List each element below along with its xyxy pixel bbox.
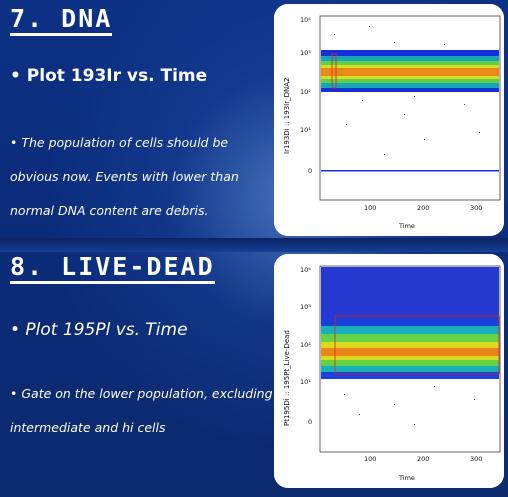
y-axis-label: Ir193Di :: 193Ir_DNA2 [283, 78, 291, 154]
y-tick-label: 10² [300, 88, 311, 96]
x-tick-label: 200 [417, 455, 429, 463]
y-tick-label: 10¹ [300, 126, 311, 134]
description: • Gate on the lower population, excludin… [10, 377, 273, 445]
x-tick-label: 300 [470, 455, 482, 463]
description-line: • The population of cells should be [10, 135, 229, 150]
dna-plot-svg: Ir193Di :: 193Ir_DNA2 10⁴ 10³ 10² 10¹ 0 … [274, 4, 504, 236]
y-tick-label: 10³ [300, 49, 311, 57]
live-dead-plot: Pt195Di :: 195Pt_Live-Dead 10⁴ 10³ 10² 1… [274, 254, 504, 488]
heading-underline [10, 281, 215, 284]
description-line: • Gate on the lower population, excludin… [10, 386, 273, 401]
live-dead-plot-svg: Pt195Di :: 195Pt_Live-Dead 10⁴ 10³ 10² 1… [274, 254, 504, 488]
x-tick-label: 100 [364, 455, 376, 463]
plot-instruction: • Plot 195Pl vs. Time [10, 320, 188, 340]
y-tick-label: 10¹ [300, 378, 311, 386]
x-tick-label: 300 [470, 204, 482, 212]
slide-dna: 7. DNA • Plot 193Ir vs. Time • The popul… [0, 0, 508, 238]
x-tick-label: 100 [364, 204, 376, 212]
y-tick-label: 0 [308, 418, 312, 426]
y-tick-label: 10⁴ [300, 266, 311, 274]
y-tick-label: 10³ [300, 303, 311, 311]
x-axis-label: Time [398, 222, 415, 230]
x-axis-label: Time [398, 474, 415, 482]
y-axis-label: Pt195Di :: 195Pt_Live-Dead [283, 330, 291, 426]
y-tick-label: 10⁴ [300, 16, 311, 24]
heading-underline [10, 33, 113, 36]
section-divider [0, 238, 508, 252]
section-heading: 8. LIVE-DEAD [10, 252, 215, 284]
plot-instruction: • Plot 193Ir vs. Time [10, 66, 208, 86]
dna-plot: Ir193Di :: 193Ir_DNA2 10⁴ 10³ 10² 10¹ 0 … [274, 4, 504, 236]
section-heading: 7. DNA [10, 4, 113, 36]
y-tick-label: 10² [300, 341, 311, 349]
description-line: intermediate and hi cells [10, 420, 166, 435]
description: • The population of cells should be obvi… [10, 126, 239, 228]
description-line: normal DNA content are debris. [10, 203, 209, 218]
x-tick-label: 200 [417, 204, 429, 212]
section-heading-text: 8. LIVE-DEAD [10, 252, 215, 281]
y-tick-label: 0 [308, 167, 312, 175]
slide-live-dead: 8. LIVE-DEAD • Plot 195Pl vs. Time • Gat… [0, 252, 508, 497]
section-heading-text: 7. DNA [10, 4, 113, 33]
description-line: obvious now. Events with lower than [10, 169, 239, 184]
